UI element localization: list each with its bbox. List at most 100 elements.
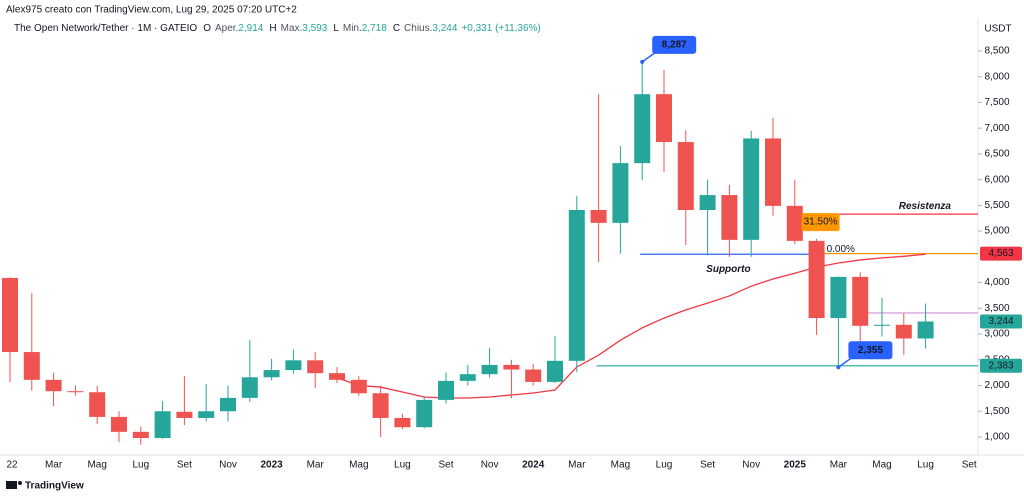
candle-body [307,360,324,374]
x-tick-label: Lug [394,460,411,471]
candle-body [23,352,40,380]
x-tick-label: Nov [742,460,760,471]
x-tick-label: Lug [656,460,673,471]
tag-box [801,213,840,232]
ohlc-key: O [203,23,211,34]
candle-body [372,393,389,418]
ma-line [336,253,926,399]
x-tick-label: Mag [611,460,630,471]
price-tag [980,314,1022,329]
ohlc-key: H [269,23,276,34]
x-tick-label: Nov [219,460,237,471]
tag-label: 31.50% [804,217,838,228]
callout-label: 2,355 [858,345,883,356]
candle-body [656,94,672,143]
candle-body [220,397,236,412]
candle-body [547,360,563,382]
ohlc-key: C [393,23,400,34]
candle-body [874,324,890,326]
candle-body [285,360,302,371]
ohlc-label: Aper. [215,23,238,34]
candle-body [416,399,433,428]
x-tick-label: Mar [830,460,848,471]
callout-point [640,59,645,64]
price-tag [980,358,1022,373]
candle-body [743,138,760,240]
y-tick-label: 3,000 [984,329,1009,340]
level-label: Supporto [706,264,750,275]
ohlc-label: Chius. [404,23,432,34]
symbol: The Open Network/Tether · 1M · GATEIO [14,23,197,34]
ohlc-value: 2,718 [362,23,387,34]
x-tick-label: Mar [307,460,325,471]
candle-body [111,416,127,432]
candle-body [2,277,18,353]
y-tick-label: 8,000 [984,71,1009,82]
logo [6,481,22,489]
y-tick-label: 6,000 [984,174,1009,185]
candle-body [67,391,84,393]
candle-body [438,380,454,400]
ohlc-value: 3,244 [432,23,457,34]
price-tag-label: 3,244 [988,316,1013,327]
x-tick-label: Mag [872,460,891,471]
x-tick-label: 2025 [784,460,807,471]
candle-body [154,411,171,439]
legend-header: The Open Network/Tether · 1M · GATEIO O Ap… [14,23,541,34]
x-tick-label: Set [700,460,715,471]
credit: Alex975 creato con TradingView.com, Lug … [6,5,297,16]
candle-body [895,324,912,339]
change: +0,331 (+11,36%) [461,23,540,34]
y-tick-label: 1,000 [984,432,1009,443]
price-tag-label: 2,383 [988,360,1013,371]
y-tick-label: 8,500 [984,46,1009,57]
x-tick-label: Set [438,460,453,471]
candle-body [350,379,367,394]
candle-body [198,411,215,418]
x-tick-label: 2024 [522,460,545,471]
y-tick-label: 1,500 [984,406,1009,417]
y-tick-label: 6,500 [984,149,1009,160]
y-tick-label: 3,500 [984,303,1009,314]
y-tick-label: 5,500 [984,200,1009,211]
y-tick-label: 7,500 [984,97,1009,108]
candle-body [394,417,411,428]
ohlc-key: L [333,23,339,34]
candle-body [241,377,258,398]
x-tick-label: 2023 [260,460,283,471]
price-tag-label: 4,563 [988,248,1013,259]
candle-body [830,276,847,319]
x-tick-label: Lug [917,460,934,471]
candle-body [132,431,149,439]
candle-body [786,205,803,241]
x-tick-label: Mag [349,460,368,471]
footer: TradingView [25,481,84,492]
callout-box [848,341,893,360]
y-tick-label: 7,000 [984,123,1009,134]
candle-body [808,240,825,319]
candle-body [634,94,651,164]
candle-body [525,369,542,382]
price-tag [980,246,1022,261]
candle-body [677,142,694,210]
ohlc-value: 2,914 [238,23,263,34]
x-tick-label: Mar [45,460,63,471]
x-tick-label: 22 [6,460,18,471]
y-tick-label: 5,000 [984,226,1009,237]
candle-body [852,276,869,326]
candle-body [568,209,585,361]
currency: USDT [984,24,1011,35]
x-tick-label: Set [177,460,192,471]
x-tick-label: Nov [481,460,499,471]
candle-body [263,370,280,378]
candle-body [481,364,498,375]
x-tick-label: Mar [568,460,586,471]
candle-body [45,379,62,392]
candle-body [721,195,738,240]
ohlc-value: 3,593 [302,23,327,34]
y-tick-label: 2,000 [984,380,1009,391]
candle-body [459,374,476,381]
x-tick-label: Lug [132,460,149,471]
callout-box [652,35,697,54]
